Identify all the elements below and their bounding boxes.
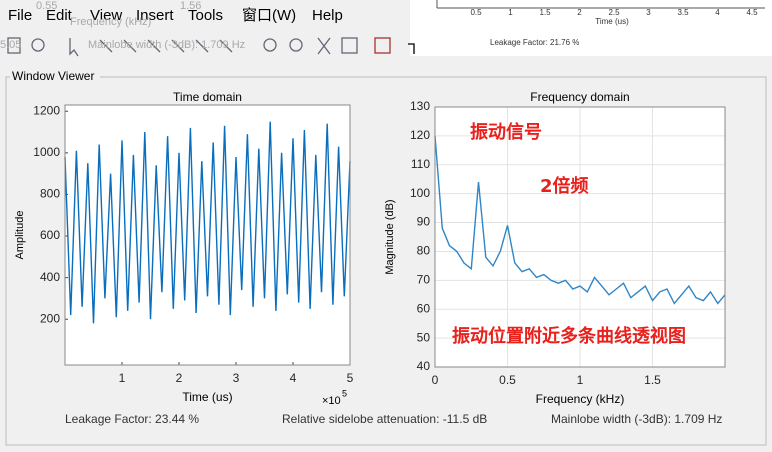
x-tick-label: 1 (119, 371, 126, 385)
y-tick-label: 400 (40, 270, 60, 284)
y-tick-label: 90 (417, 215, 431, 229)
y-tick-label: 120 (410, 128, 430, 142)
bg-tick-label: 4.5 (746, 8, 758, 17)
x-label: Frequency (kHz) (536, 392, 625, 406)
x-tick-label: 0.5 (499, 373, 516, 387)
ghost-text: Mainlobe width (-3dB): 1.709 Hz (88, 39, 245, 51)
annotation: 振动位置附近多条曲线透视图 (452, 325, 686, 347)
y-label: Amplitude (14, 211, 26, 260)
axes-box (64, 104, 351, 366)
background-window (410, 0, 772, 56)
bg-tick-label: 3 (646, 8, 651, 17)
footer-text: Leakage Factor: 23.44 % (65, 412, 199, 426)
annotation: 振动信号 (470, 121, 542, 143)
footer-text: Relative sidelobe attenuation: -11.5 dB (282, 412, 487, 426)
ghost-text: 5.05 (0, 39, 21, 51)
icon[interactable] (317, 37, 331, 55)
icon[interactable] (69, 38, 79, 57)
menu-item[interactable]: Tools (188, 7, 223, 24)
x-multiplier: ×10 (322, 395, 341, 407)
bg-tick-label: 0.5 (470, 8, 482, 17)
menu-item[interactable]: View (90, 7, 122, 24)
bg-tick-label: 1.5 (539, 8, 551, 17)
x-label: Time (us) (182, 390, 232, 404)
y-label: Magnitude (dB) (384, 199, 396, 274)
menu-item[interactable]: 窗口(W) (242, 6, 296, 24)
x-tick-label: 5 (347, 371, 354, 385)
icon[interactable] (263, 38, 277, 52)
menu-item[interactable]: Edit (46, 7, 73, 24)
y-tick-label: 130 (410, 99, 430, 113)
icon[interactable] (289, 38, 303, 52)
bg-tick-label: 3.5 (677, 8, 689, 17)
panel-border (5, 76, 767, 446)
y-tick-label: 70 (417, 273, 431, 287)
panel-title-bg (10, 70, 100, 84)
bg-tick-label: 2 (577, 8, 582, 17)
bg-tick-label: 4 (715, 8, 720, 17)
y-tick-label: 800 (40, 187, 60, 201)
ghost-text: Frequency (kHz) (70, 16, 151, 28)
x-tick-label: 2 (176, 371, 183, 385)
bg-tick-label: 1 (508, 8, 513, 17)
annotation: 2倍频 (540, 175, 589, 197)
icon[interactable] (99, 39, 233, 53)
icon[interactable] (408, 43, 415, 54)
y-tick-label: 50 (417, 330, 431, 344)
icon[interactable] (374, 37, 391, 54)
x-tick-label: 4 (290, 371, 297, 385)
y-tick-label: 1200 (33, 103, 60, 117)
x-tick-label: 1 (577, 373, 584, 387)
menu-item[interactable]: Help (312, 7, 343, 24)
menu-bar (0, 0, 410, 30)
y-tick-label: 200 (40, 311, 60, 325)
y-tick-label: 60 (417, 301, 431, 315)
ghost-text: 0.55 (36, 0, 57, 12)
series-line (434, 135, 726, 305)
series-line (64, 121, 351, 324)
bg-xlabel: Time (us) (595, 17, 629, 26)
chart-title: Time domain (173, 90, 242, 104)
y-tick-label: 100 (410, 186, 430, 200)
y-tick-label: 80 (417, 244, 431, 258)
menu-item[interactable]: Insert (136, 7, 174, 24)
icon[interactable] (31, 38, 45, 52)
y-tick-label: 600 (40, 228, 60, 242)
x-exponent: 5 (342, 388, 347, 398)
toolbar-icons (7, 37, 415, 57)
y-tick-label: 40 (417, 359, 431, 373)
axes-box (434, 106, 726, 368)
x-tick-label: 3 (233, 371, 240, 385)
bg-tick-label: 2.5 (608, 8, 620, 17)
ghost-text: 1.56 (180, 0, 201, 12)
icon[interactable] (7, 37, 21, 54)
panel-title: Window Viewer (12, 69, 94, 83)
x-tick-label: 1.5 (644, 373, 661, 387)
footer-text: Mainlobe width (-3dB): 1.709 Hz (551, 412, 722, 426)
x-tick-label: 0 (432, 373, 439, 387)
y-tick-label: 110 (411, 157, 430, 171)
y-tick-label: 1000 (33, 145, 60, 159)
icon[interactable] (341, 37, 358, 54)
chart-title: Frequency domain (530, 90, 629, 104)
menu-item[interactable]: File (8, 7, 32, 24)
bg-leakage: Leakage Factor: 21.76 % (490, 38, 579, 47)
